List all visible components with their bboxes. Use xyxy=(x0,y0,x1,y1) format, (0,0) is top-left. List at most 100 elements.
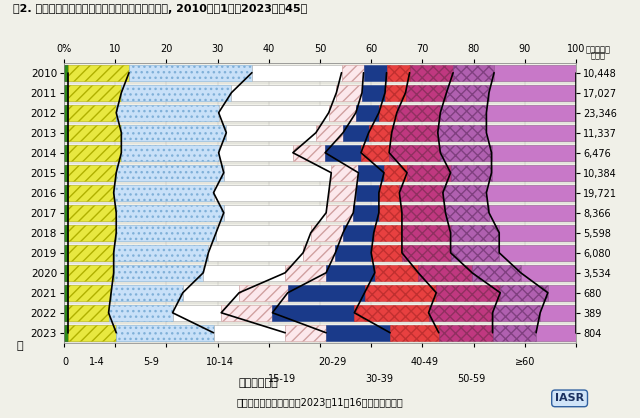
Bar xyxy=(445,205,489,221)
Bar xyxy=(402,205,445,221)
Bar xyxy=(252,65,342,81)
Bar xyxy=(122,85,232,101)
Bar xyxy=(439,325,493,341)
Bar xyxy=(204,265,285,281)
Bar xyxy=(379,185,399,201)
Text: 15-19: 15-19 xyxy=(268,374,296,384)
Bar xyxy=(389,145,440,161)
Bar xyxy=(499,225,576,241)
Bar xyxy=(397,105,440,121)
Bar xyxy=(486,185,576,201)
Text: 20-29: 20-29 xyxy=(319,357,347,367)
Bar xyxy=(68,85,122,101)
Bar xyxy=(390,325,439,341)
Bar xyxy=(64,265,68,281)
Bar xyxy=(419,265,472,281)
Bar xyxy=(116,105,219,121)
Bar xyxy=(116,165,224,181)
Bar xyxy=(384,165,407,181)
Bar xyxy=(492,165,576,181)
Text: 50-59: 50-59 xyxy=(457,374,485,384)
Bar xyxy=(68,225,116,241)
Bar xyxy=(219,145,293,161)
Bar xyxy=(379,205,402,221)
Bar xyxy=(356,105,379,121)
Bar xyxy=(288,285,365,301)
Bar xyxy=(68,265,114,281)
Bar xyxy=(68,205,116,221)
Bar xyxy=(224,165,332,181)
Bar xyxy=(64,125,68,141)
Bar xyxy=(114,265,204,281)
Bar xyxy=(438,125,486,141)
Bar xyxy=(356,185,379,201)
Bar xyxy=(486,105,576,121)
Text: 報告数: 報告数 xyxy=(591,51,606,61)
Bar xyxy=(343,125,369,141)
Bar xyxy=(500,285,548,301)
Text: IASR: IASR xyxy=(555,393,584,403)
Bar xyxy=(64,245,68,261)
Bar xyxy=(499,245,576,261)
Bar xyxy=(285,325,326,341)
Bar xyxy=(329,185,356,201)
Bar xyxy=(227,125,316,141)
Bar xyxy=(451,225,499,241)
Bar xyxy=(361,145,389,161)
Bar xyxy=(355,305,429,321)
Bar xyxy=(326,205,353,221)
Bar xyxy=(68,185,114,201)
Bar xyxy=(443,185,486,201)
Bar xyxy=(451,165,492,181)
Bar xyxy=(68,285,111,301)
Bar xyxy=(379,105,397,121)
Bar xyxy=(402,225,451,241)
Bar xyxy=(402,245,451,261)
Bar xyxy=(221,305,273,321)
Bar xyxy=(64,65,68,81)
Bar xyxy=(285,265,326,281)
Bar xyxy=(116,325,214,341)
Text: ≥60: ≥60 xyxy=(515,357,535,367)
Bar xyxy=(64,325,68,341)
Bar xyxy=(232,85,337,101)
Bar xyxy=(64,205,68,221)
Bar xyxy=(371,245,402,261)
Bar xyxy=(406,85,447,101)
Bar xyxy=(64,305,68,321)
Text: 0: 0 xyxy=(63,357,69,367)
Bar xyxy=(216,225,311,241)
Bar xyxy=(116,225,216,241)
Bar xyxy=(548,285,576,301)
Bar xyxy=(489,205,576,221)
Bar xyxy=(209,245,303,261)
Bar xyxy=(492,145,576,161)
Bar xyxy=(407,165,451,181)
Bar xyxy=(316,125,343,141)
Bar xyxy=(429,305,493,321)
Bar xyxy=(111,285,183,301)
Bar xyxy=(64,145,68,161)
Text: 5-9: 5-9 xyxy=(143,357,159,367)
Text: 年齢群（歳）: 年齢群（歳） xyxy=(239,378,278,388)
Bar xyxy=(364,65,387,81)
Bar xyxy=(358,165,384,181)
Bar xyxy=(453,65,494,81)
Bar xyxy=(64,285,68,301)
Bar xyxy=(224,205,326,221)
Text: 図2. マイコプラズマ肺炎患者年齢分布の年別比較, 2010年第1週〜2023年第45週: 図2. マイコプラズマ肺炎患者年齢分布の年別比較, 2010年第1週〜2023年… xyxy=(13,4,307,14)
Bar xyxy=(68,305,109,321)
Bar xyxy=(332,165,358,181)
Bar xyxy=(494,65,576,81)
Bar xyxy=(436,285,500,301)
Bar xyxy=(68,165,116,181)
Bar xyxy=(536,325,576,341)
Bar xyxy=(116,205,224,221)
Bar xyxy=(493,305,540,321)
Bar xyxy=(122,145,219,161)
Bar xyxy=(214,185,329,201)
Bar xyxy=(440,145,492,161)
Text: 年: 年 xyxy=(17,341,23,351)
Bar xyxy=(68,325,116,341)
Bar xyxy=(68,245,114,261)
